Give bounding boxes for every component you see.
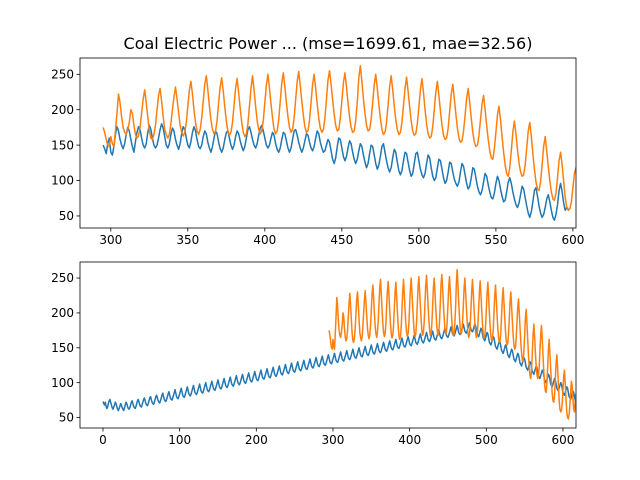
axes-frame (79, 261, 577, 429)
y-tick-label: 200 (51, 306, 74, 320)
series-line-actual-full (102, 321, 576, 412)
series-line-actual-window (102, 123, 569, 221)
series-line-forecast (102, 65, 576, 212)
x-tick-label: 300 (99, 233, 122, 247)
x-tick-label: 300 (322, 433, 345, 447)
y-tick-label: 200 (51, 103, 74, 117)
x-tick-label: 550 (484, 233, 507, 247)
x-tick-label: 400 (253, 233, 276, 247)
x-tick-label: 600 (561, 233, 584, 247)
y-tick-label: 100 (51, 174, 74, 188)
panel-forecast-window: 300 350 400 450 500 550 600 50 100 150 200 250 (51, 57, 584, 247)
x-tick-label: 400 (398, 433, 421, 447)
series-line-forecast (328, 268, 576, 420)
x-tick-label: 350 (176, 233, 199, 247)
x-tick-label: 450 (330, 233, 353, 247)
panel-full-history: 0 100 200 300 400 500 600 50 100 150 200 250 (51, 261, 577, 447)
x-tick-label: 100 (168, 433, 191, 447)
y-tick-label: 50 (59, 411, 74, 425)
chart-title: Coal Electric Power ... (mse=1699.61, ma… (124, 34, 533, 53)
x-tick-label: 200 (245, 433, 268, 447)
x-tick-label: 600 (552, 433, 575, 447)
axes-frame (79, 57, 577, 229)
y-tick-label: 250 (51, 67, 74, 81)
y-tick-label: 50 (59, 209, 74, 223)
x-tick-label: 0 (99, 433, 107, 447)
y-tick-label: 150 (51, 341, 74, 355)
y-tick-label: 150 (51, 138, 74, 152)
y-tick-label: 250 (51, 271, 74, 285)
y-tick-label: 100 (51, 376, 74, 390)
x-tick-label: 500 (407, 233, 430, 247)
x-tick-label: 500 (475, 433, 498, 447)
